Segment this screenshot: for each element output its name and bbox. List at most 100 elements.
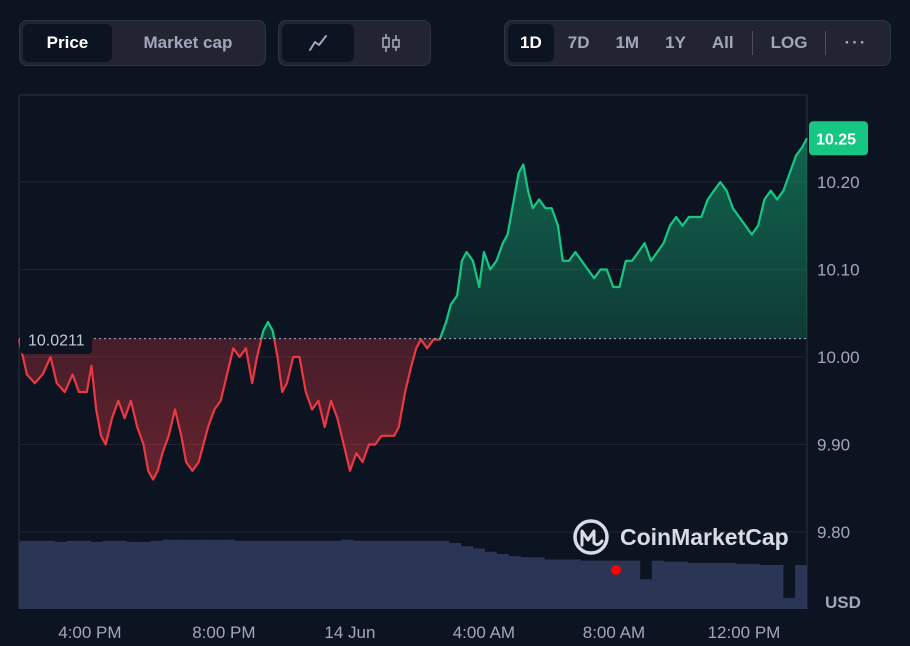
x-tick-label: 4:00 PM: [58, 623, 121, 642]
volume-bar: [257, 540, 271, 609]
volume-bar: [401, 540, 414, 609]
volume-bar: [174, 539, 187, 609]
volume-bar: [54, 541, 68, 609]
candlestick-icon: [382, 34, 401, 52]
volume-bar: [783, 598, 796, 609]
toolbar-divider: [751, 31, 753, 55]
range-1y-button[interactable]: 1Y: [665, 33, 686, 52]
volume-bar: [293, 540, 306, 609]
y-tick-label: 10.00: [817, 348, 860, 367]
tab-market-cap[interactable]: Market cap: [143, 33, 233, 52]
volume-bar: [245, 540, 259, 609]
volume-bar: [353, 540, 366, 609]
volume-bar: [687, 562, 700, 609]
volume-bar: [90, 541, 103, 609]
volume-bar: [651, 560, 665, 609]
volume-bar: [675, 561, 688, 609]
volume-bar: [377, 540, 390, 609]
volume-bar: [210, 539, 223, 609]
x-tick-label: 14 Jun: [324, 623, 375, 642]
chart-type-tabs: Price Market cap: [19, 20, 266, 66]
range-7d-button[interactable]: 7D: [567, 33, 590, 52]
volume-bar: [317, 540, 330, 609]
volume-bar: [186, 539, 199, 609]
chart-toolbar: Price Market cap 1D 7D 1M 1Y All LOG ···: [19, 20, 891, 68]
volume-bar: [568, 559, 581, 609]
volume-bar: [162, 539, 175, 609]
volume-bars: [19, 539, 808, 609]
x-tick-label: 8:00 AM: [583, 623, 645, 642]
brand-name: CoinMarketCap: [620, 524, 789, 550]
event-marker[interactable]: [611, 565, 621, 575]
volume-bar: [30, 540, 44, 609]
volume-bar: [448, 543, 462, 609]
range-1m-button[interactable]: 1M: [615, 33, 640, 52]
volume-bar: [305, 540, 318, 609]
volume-bar: [460, 546, 473, 609]
y-axis: 10.20 10.10 10.00 9.90 9.80: [817, 173, 860, 542]
toolbar-divider: [825, 31, 827, 55]
volume-bar: [365, 540, 378, 609]
price-line-down: [17, 338, 442, 481]
x-tick-label: 8:00 PM: [192, 623, 255, 642]
x-axis: 4:00 PM 8:00 PM 14 Jun 4:00 AM 8:00 AM 12:00 …: [58, 623, 780, 642]
volume-bar: [592, 560, 605, 609]
coinmarketcap-watermark: CoinMarketCap: [573, 519, 789, 555]
price-line-up: [260, 137, 808, 339]
volume-bar: [150, 540, 163, 609]
volume-bar: [413, 540, 426, 609]
reference-price-label: 10.0211: [28, 333, 85, 350]
current-price-label: 10.25: [816, 131, 856, 148]
volume-bar: [424, 540, 438, 609]
more-options-button[interactable]: ···: [844, 33, 868, 52]
y-tick-label: 9.90: [817, 436, 850, 455]
volume-bar: [78, 540, 91, 609]
chart-style-toggle: [278, 20, 431, 66]
volume-bar: [544, 559, 557, 609]
tab-price[interactable]: Price: [23, 24, 112, 62]
range-all-button[interactable]: All: [711, 33, 734, 52]
coinmarketcap-logo-icon: [573, 519, 609, 555]
line-chart-icon: [308, 35, 327, 51]
candlestick-chart-button[interactable]: [356, 24, 428, 62]
volume-bar: [269, 540, 282, 609]
area-above-reference: [19, 138, 807, 339]
volume-bar: [389, 540, 402, 609]
current-price-tag: 10.25: [809, 121, 868, 156]
volume-bar: [484, 551, 497, 609]
volume-bar: [795, 565, 808, 609]
volume-bar: [102, 540, 115, 609]
volume-bar: [759, 565, 772, 609]
volume-bar: [114, 540, 127, 609]
volume-bar: [233, 540, 247, 609]
x-tick-label: 12:00 PM: [708, 623, 781, 642]
volume-bar: [639, 579, 653, 609]
volume-bar: [735, 563, 748, 609]
volume-bar: [126, 541, 139, 609]
y-tick-label: 9.80: [817, 523, 850, 542]
range-1d-button[interactable]: 1D: [508, 24, 554, 62]
y-tick-label: 10.20: [817, 173, 860, 192]
volume-bar: [341, 539, 354, 609]
volume-bar: [472, 548, 485, 609]
volume-bar: [508, 556, 521, 609]
volume-bar: [221, 539, 235, 609]
volume-bar: [711, 562, 724, 609]
x-tick-label: 4:00 AM: [453, 623, 515, 642]
log-scale-button[interactable]: LOG: [770, 33, 808, 52]
reference-price-tag: 10.0211: [20, 328, 92, 354]
volume-bar: [66, 540, 79, 609]
volume-bar: [520, 557, 533, 609]
price-line: [17, 137, 808, 481]
volume-bar: [699, 562, 712, 609]
volume-bar: [19, 540, 32, 609]
volume-bar: [747, 563, 760, 609]
volume-bar: [281, 540, 294, 609]
area-below-reference: [19, 338, 441, 480]
volume-bar: [329, 540, 342, 609]
volume-bar: [771, 565, 784, 609]
line-chart-button[interactable]: [282, 24, 354, 62]
time-range-selector: 1D 7D 1M 1Y All LOG ···: [504, 20, 891, 66]
price-area: [19, 138, 807, 480]
